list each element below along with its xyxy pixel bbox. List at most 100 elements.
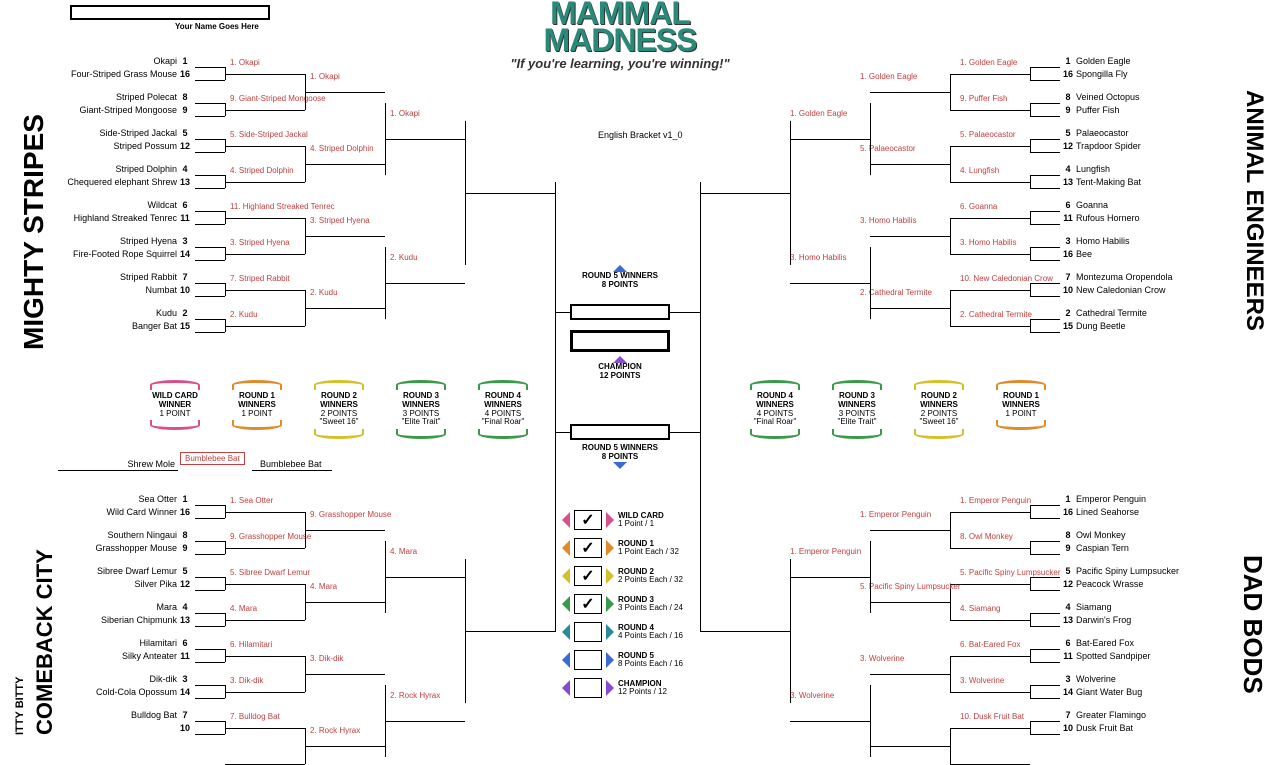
- bracket-line: [195, 698, 225, 699]
- bracket-line: [195, 188, 225, 189]
- bracket-line: [195, 211, 225, 212]
- team-entry: 4Lungfish: [1060, 164, 1110, 174]
- bracket-line: [1030, 577, 1060, 578]
- bracket-line: [950, 728, 951, 764]
- bracket-line: [700, 182, 701, 632]
- team-entry: 5Pacific Spiny Lumpsucker: [1060, 566, 1179, 576]
- winner-label: 9. Grasshopper Mouse: [310, 510, 391, 519]
- check-box[interactable]: [574, 650, 602, 670]
- bracket-line: [1030, 319, 1031, 332]
- winner-label: 5. Side-Striped Jackal: [230, 130, 308, 139]
- champion-box[interactable]: [570, 330, 670, 352]
- team-entry: 11Rufous Hornero: [1060, 213, 1140, 223]
- bracket-line: [1030, 80, 1060, 81]
- team-entry: 14Giant Water Bug: [1060, 687, 1142, 697]
- team-entry: Okapi1: [58, 56, 193, 66]
- team-entry: 5Palaeocastor: [1060, 128, 1129, 138]
- bracket-line: [195, 224, 225, 225]
- team-entry: Wild Card Winner16: [58, 507, 193, 517]
- winner-label: 7. Bulldog Bat: [230, 712, 280, 721]
- bracket-line: [1030, 649, 1060, 650]
- bracket-line: [195, 613, 225, 614]
- bracket-line: [555, 432, 570, 433]
- bracket-line: [1030, 734, 1060, 735]
- team-entry: Side-Striped Jackal5: [58, 128, 193, 138]
- bracket-line: [950, 548, 1030, 549]
- bracket-line: [1030, 103, 1031, 116]
- winner-label: 3. Wolverine: [790, 691, 834, 700]
- bracket-line: [950, 290, 951, 326]
- bracket-line: [225, 326, 305, 327]
- scorecard-row: ✓WILD CARD1 Point / 1: [562, 510, 664, 530]
- bracket-line: [790, 577, 870, 578]
- team-entry: 6Goanna: [1060, 200, 1108, 210]
- bracket-line: [385, 577, 465, 578]
- check-box[interactable]: [574, 622, 602, 642]
- bracket-line: [1030, 721, 1060, 722]
- bracket-line: [870, 602, 950, 603]
- bracket-line: [670, 312, 700, 313]
- logo-line2: MADNESS: [450, 27, 790, 54]
- check-box[interactable]: ✓: [574, 538, 602, 558]
- bracket-line: [950, 692, 1030, 693]
- check-box[interactable]: ✓: [574, 594, 602, 614]
- wildcard-right: Bumblebee Bat: [260, 459, 322, 469]
- bracket-line: [465, 631, 555, 632]
- bracket-line: [790, 139, 870, 140]
- wildcard-winner: Bumblebee Bat: [180, 452, 245, 465]
- bracket-line: [195, 296, 225, 297]
- winner-label: 2. Rock Hyrax: [310, 726, 360, 735]
- bracket-line: [950, 290, 1030, 291]
- bracket-line: [305, 602, 385, 603]
- team-entry: Sibree Dwarf Lemur5: [58, 566, 193, 576]
- bracket-line: [870, 674, 950, 675]
- bracket-line: [1030, 541, 1031, 554]
- bracket-line: [870, 685, 871, 757]
- team-entry: Hilamitari6: [58, 638, 193, 648]
- bracket-line: [1030, 626, 1060, 627]
- winner-label: 3. Striped Hyena: [230, 238, 290, 247]
- bracket-line: [1030, 698, 1060, 699]
- winner-label: 2. Kudu: [390, 253, 418, 262]
- check-box[interactable]: [574, 678, 602, 698]
- team-entry: 11Spotted Sandpiper: [1060, 651, 1151, 661]
- bracket-line: [950, 656, 1030, 657]
- winner-label: 4. Mara: [310, 582, 337, 591]
- scorecard-row: ✓ROUND 22 Points Each / 32: [562, 566, 683, 586]
- check-box[interactable]: ✓: [574, 510, 602, 530]
- bracket-line: [195, 685, 225, 686]
- team-entry: 4Siamang: [1060, 602, 1112, 612]
- bracket-line: [700, 193, 790, 194]
- bracket-line: [305, 674, 385, 675]
- winner-label: 5. Palaeocastor: [960, 130, 1016, 139]
- bracket-line: [1030, 211, 1031, 224]
- bracket-line: [950, 182, 1030, 183]
- tagline: "If you're learning, you're winning!": [450, 56, 790, 71]
- bracket-line: [195, 518, 225, 519]
- semifinal-top-box[interactable]: [570, 304, 670, 320]
- winner-label: 2. Kudu: [230, 310, 258, 319]
- bracket-line: [225, 620, 305, 621]
- team-entry: 2Cathedral Termite: [1060, 308, 1147, 318]
- bracket-line: [950, 110, 1030, 111]
- bracket-line: [670, 432, 700, 433]
- name-input-box[interactable]: [70, 5, 270, 20]
- bracket-line: [1030, 613, 1060, 614]
- bracket-line: [195, 116, 225, 117]
- bracket-line: [1030, 649, 1031, 662]
- winner-label: 3. Wolverine: [960, 676, 1004, 685]
- bracket-line: [225, 548, 305, 549]
- team-entry: Southern Ningaui8: [58, 530, 193, 540]
- bracket-line: [195, 734, 225, 735]
- semifinal-bottom-box[interactable]: [570, 424, 670, 440]
- winner-label: 1. Okapi: [230, 58, 260, 67]
- check-box[interactable]: ✓: [574, 566, 602, 586]
- winner-label: 4. Striped Dolphin: [310, 144, 374, 153]
- bracket-line: [225, 110, 305, 111]
- bracket-line: [1030, 554, 1060, 555]
- team-entry: 8Veined Octopus: [1060, 92, 1140, 102]
- bracket-line: [225, 182, 305, 183]
- team-entry: Giant-Striped Mongoose9: [58, 105, 193, 115]
- team-entry: 12Peacock Wrasse: [1060, 579, 1143, 589]
- bracket-line: [1030, 175, 1031, 188]
